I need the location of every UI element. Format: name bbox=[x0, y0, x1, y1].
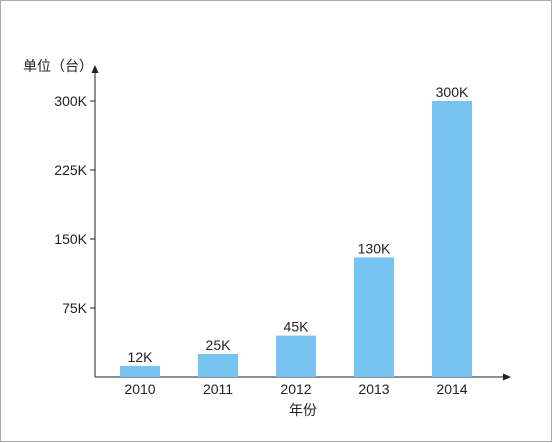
bar-value-label: 12K bbox=[128, 349, 154, 365]
x-axis-title: 年份 bbox=[289, 402, 317, 418]
y-tick-label: 300K bbox=[54, 93, 87, 109]
bar bbox=[354, 257, 394, 377]
x-tick-label: 2014 bbox=[436, 381, 467, 397]
labels: 75K 150K 225K 300K 12K 2010 25K 2011 45K 2012 130K… bbox=[23, 58, 469, 418]
y-axis-title: 单位（台） bbox=[23, 58, 93, 74]
y-tick-label: 150K bbox=[54, 231, 87, 247]
x-tick-label: 2012 bbox=[280, 381, 311, 397]
bar bbox=[120, 365, 160, 377]
bar-value-label: 25K bbox=[206, 337, 232, 353]
bar-value-label: 45K bbox=[284, 319, 310, 335]
bar bbox=[276, 335, 316, 377]
bar bbox=[198, 354, 238, 377]
bar-value-label: 300K bbox=[436, 84, 469, 100]
x-axis-arrow-icon bbox=[503, 373, 511, 381]
x-tick-label: 2010 bbox=[124, 381, 155, 397]
bars bbox=[120, 101, 472, 377]
y-tick-label: 75K bbox=[62, 300, 88, 316]
y-axis-arrow-icon bbox=[91, 65, 99, 73]
bar bbox=[432, 101, 472, 377]
x-tick-label: 2011 bbox=[203, 381, 233, 397]
y-tick-label: 225K bbox=[54, 162, 87, 178]
bar-value-label: 130K bbox=[358, 240, 391, 256]
x-tick-label: 2013 bbox=[358, 381, 389, 397]
